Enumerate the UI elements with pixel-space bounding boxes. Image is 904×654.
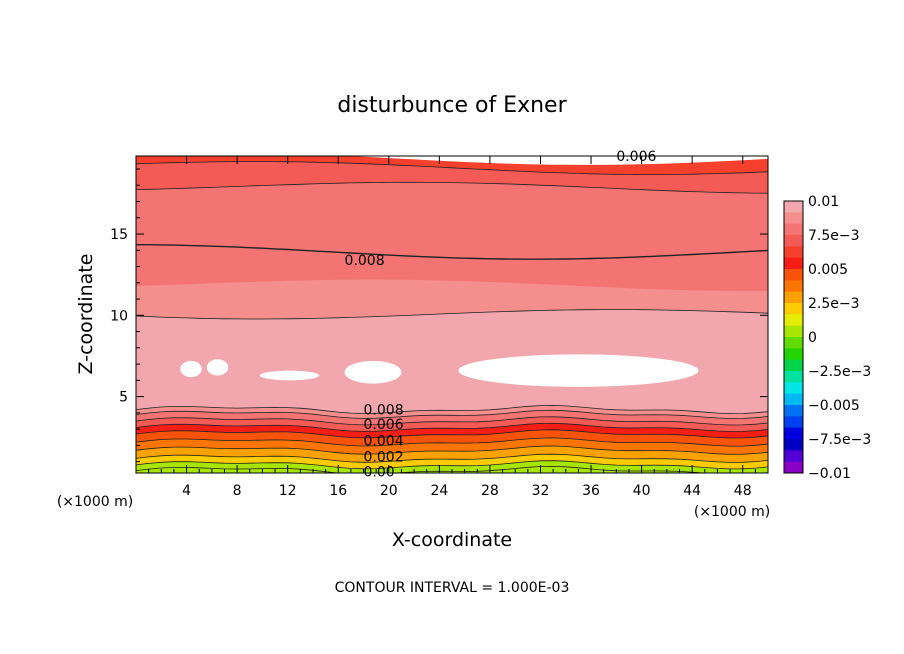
contour-label: 0.008 bbox=[364, 403, 404, 419]
contour-line bbox=[136, 181, 768, 194]
contour-line bbox=[136, 437, 768, 447]
colorbar-swatch bbox=[784, 235, 803, 247]
colorbar-swatch bbox=[784, 359, 803, 372]
x-tick-label: 32 bbox=[532, 483, 550, 499]
colorbar bbox=[783, 200, 804, 474]
x-axis-ticks: 4 8 12 16 20 24 28 32 36 40 44 48 bbox=[148, 156, 756, 499]
colorbar-tick-label: −0.005 bbox=[808, 398, 860, 414]
y-tick-label: 10 bbox=[110, 308, 128, 324]
colorbar-tick-label: 7.5e−3 bbox=[808, 228, 860, 244]
colorbar-swatch bbox=[784, 280, 803, 293]
colorbar-swatch bbox=[784, 269, 803, 281]
x-tick-label: 44 bbox=[683, 483, 701, 499]
contour-label: 0.002 bbox=[364, 450, 404, 466]
contour-line bbox=[136, 243, 768, 260]
x-tick-label: 40 bbox=[633, 483, 651, 499]
contour-label: 0.008 bbox=[345, 253, 385, 269]
contour-line bbox=[136, 422, 768, 432]
contour-line bbox=[136, 309, 768, 320]
y-tick-label: 5 bbox=[119, 390, 128, 406]
colorbar-swatch bbox=[784, 348, 803, 361]
colorbar-swatch bbox=[784, 257, 803, 270]
colorbar-tick-label: −0.01 bbox=[808, 466, 851, 482]
colorbar-swatch bbox=[784, 246, 803, 259]
contour-lines bbox=[136, 161, 768, 473]
colorbar-swatch bbox=[784, 427, 803, 440]
contour-line bbox=[136, 161, 768, 176]
contour-label: 0.00 bbox=[364, 464, 395, 480]
contour-line bbox=[136, 445, 768, 455]
x-tick-label: 24 bbox=[430, 483, 448, 499]
colorbar-tick-label: 0 bbox=[808, 330, 817, 346]
white-region bbox=[206, 359, 229, 376]
white-region bbox=[259, 370, 320, 381]
contour-line bbox=[136, 404, 768, 415]
colorbar-swatch bbox=[784, 439, 803, 451]
x-axis-label: X-coordinate bbox=[392, 529, 512, 551]
colorbar-swatch bbox=[784, 405, 803, 417]
colorbar-swatch bbox=[784, 223, 803, 236]
white-region bbox=[180, 360, 202, 378]
colorbar-swatch bbox=[784, 337, 803, 349]
contour-line bbox=[136, 416, 768, 426]
y-unit-label: (×1000 m) bbox=[57, 494, 133, 510]
x-unit-label: (×1000 m) bbox=[694, 504, 770, 520]
colorbar-tick-label: 0.005 bbox=[808, 262, 848, 278]
contour-line bbox=[136, 460, 768, 470]
y-axis-ticks: 5 10 15 bbox=[110, 168, 768, 463]
colorbar-swatch bbox=[784, 450, 803, 463]
colorbar-tick-labels: 0.01 7.5e−3 0.005 2.5e−3 0 −2.5e−3 −0.005 −7.5e… bbox=[808, 194, 871, 482]
contour-band bbox=[136, 466, 768, 473]
colorbar-swatch bbox=[784, 325, 803, 338]
colorbar-tick-label: 2.5e−3 bbox=[808, 296, 860, 312]
contour-line bbox=[136, 429, 768, 439]
colorbar-swatch bbox=[784, 212, 803, 225]
colorbar-swatch bbox=[784, 461, 803, 474]
x-tick-label: 48 bbox=[734, 483, 752, 499]
colorbar-swatch bbox=[784, 393, 803, 406]
colorbar-tick-label: −7.5e−3 bbox=[808, 432, 871, 448]
x-tick-label: 20 bbox=[380, 483, 398, 499]
contour-line bbox=[136, 453, 768, 463]
colorbar-frame bbox=[783, 200, 804, 474]
contour-label: 0.004 bbox=[364, 433, 404, 449]
colorbar-swatch bbox=[784, 201, 803, 213]
x-tick-label: 36 bbox=[582, 483, 600, 499]
x-tick-label: 12 bbox=[279, 483, 297, 499]
chart-title: disturbunce of Exner bbox=[337, 93, 567, 118]
contour-label: 0.006 bbox=[616, 149, 656, 165]
x-tick-label: 28 bbox=[481, 483, 499, 499]
x-tick-label: 16 bbox=[329, 483, 347, 499]
y-axis-label: Z-coordinate bbox=[75, 254, 97, 375]
x-tick-label: 4 bbox=[182, 483, 191, 499]
colorbar-swatch bbox=[784, 314, 803, 327]
contour-line bbox=[136, 409, 768, 419]
contour-bands bbox=[136, 156, 768, 473]
colorbar-swatch bbox=[784, 303, 803, 315]
x-tick-label: 8 bbox=[233, 483, 242, 499]
colorbar-swatch bbox=[784, 416, 803, 429]
white-region bbox=[458, 354, 699, 387]
low-value-regions bbox=[180, 354, 699, 387]
white-region bbox=[344, 360, 402, 384]
colorbar-swatch bbox=[784, 291, 803, 304]
colorbar-tick-label: −2.5e−3 bbox=[808, 364, 871, 380]
y-tick-label: 15 bbox=[110, 227, 128, 243]
contour-label: 0.006 bbox=[364, 417, 404, 433]
colorbar-swatch bbox=[784, 371, 803, 383]
contour-interval-note: CONTOUR INTERVAL = 1.000E-03 bbox=[335, 580, 570, 596]
colorbar-tick-label: 0.01 bbox=[808, 194, 839, 210]
colorbar-swatch bbox=[784, 382, 803, 395]
